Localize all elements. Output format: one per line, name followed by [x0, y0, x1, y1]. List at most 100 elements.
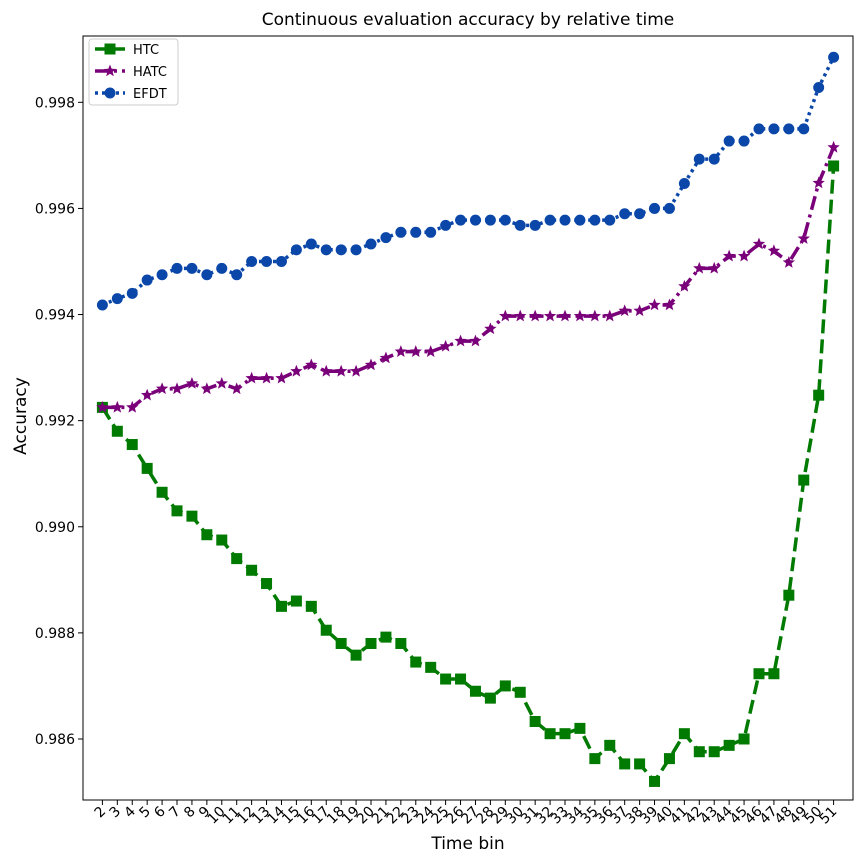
- data-point-hatc: [245, 371, 258, 384]
- data-point-htc: [798, 474, 810, 486]
- data-point-hatc: [469, 334, 482, 347]
- plot-area: 0.986 0.988 0.990 0.992 0.994 0.996 0.998 23456…: [35, 51, 840, 827]
- data-point-efdt: [171, 262, 183, 274]
- data-point-htc: [723, 739, 735, 751]
- data-point-efdt: [634, 208, 646, 220]
- data-point-htc: [275, 600, 287, 612]
- data-point-efdt: [141, 274, 153, 286]
- data-point-efdt: [425, 226, 437, 238]
- data-point-efdt: [126, 287, 138, 299]
- data-point-hatc: [349, 364, 363, 377]
- data-point-efdt: [514, 219, 526, 231]
- data-point-htc: [126, 439, 138, 451]
- data-point-htc: [141, 462, 153, 474]
- data-point-hatc: [364, 358, 378, 371]
- data-point-htc: [768, 668, 780, 680]
- data-point-htc: [440, 673, 452, 685]
- data-point-efdt: [484, 214, 496, 226]
- data-point-hatc: [275, 371, 288, 384]
- x-tick-label: 6: [151, 803, 169, 821]
- data-point-hatc: [693, 261, 706, 274]
- data-point-efdt: [663, 202, 675, 214]
- data-point-hatc: [424, 345, 437, 357]
- data-point-htc: [320, 624, 332, 636]
- data-point-hatc: [648, 298, 661, 311]
- data-point-hatc: [827, 140, 840, 153]
- legend-label: HATC: [133, 65, 167, 80]
- data-point-efdt: [111, 293, 123, 305]
- data-point-htc: [246, 564, 258, 576]
- y-tick-label: 0.994: [35, 308, 75, 324]
- data-point-htc: [290, 595, 302, 607]
- legend-marker: [104, 87, 116, 99]
- data-point-hatc: [573, 309, 587, 322]
- x-tick-label: 3: [107, 804, 125, 822]
- data-point-hatc: [633, 304, 646, 317]
- data-point-hatc: [170, 382, 184, 395]
- data-point-hatc: [140, 388, 154, 401]
- data-point-hatc: [797, 232, 810, 244]
- data-point-hatc: [305, 358, 318, 371]
- data-point-htc: [514, 686, 526, 698]
- y-axis-label: Accuracy: [11, 377, 31, 455]
- data-point-htc: [425, 661, 437, 673]
- series-hatc: [96, 140, 840, 413]
- data-point-htc: [216, 534, 228, 546]
- data-point-hatc: [111, 400, 124, 413]
- data-point-hatc: [320, 364, 333, 377]
- data-point-efdt: [768, 123, 780, 135]
- x-tick-label: 2: [92, 804, 110, 822]
- data-point-efdt: [186, 262, 198, 274]
- data-point-efdt: [290, 244, 302, 256]
- data-point-hatc: [812, 176, 825, 189]
- data-point-efdt: [201, 269, 213, 281]
- data-point-htc: [589, 753, 601, 765]
- data-point-efdt: [216, 262, 228, 274]
- data-point-htc: [544, 728, 556, 740]
- y-tick-label: 0.992: [35, 414, 75, 430]
- data-point-htc: [708, 746, 720, 758]
- data-point-efdt: [246, 255, 258, 267]
- data-point-hatc: [708, 261, 721, 274]
- data-point-htc: [499, 680, 511, 692]
- data-point-efdt: [559, 214, 571, 226]
- legend-item-efdt: EFDT: [95, 87, 167, 102]
- data-point-htc: [649, 775, 661, 787]
- data-point-htc: [484, 692, 496, 704]
- data-point-efdt: [813, 81, 825, 93]
- data-point-htc: [693, 746, 705, 758]
- data-point-efdt: [410, 226, 422, 238]
- data-point-hatc: [260, 371, 273, 384]
- data-point-htc: [455, 673, 467, 685]
- data-point-efdt: [649, 202, 661, 214]
- data-point-efdt: [395, 226, 407, 238]
- data-point-efdt: [544, 214, 556, 226]
- data-point-hatc: [379, 351, 393, 364]
- data-point-hatc: [215, 377, 228, 389]
- data-point-efdt: [335, 244, 347, 256]
- data-point-htc: [231, 553, 243, 565]
- data-point-htc: [156, 486, 168, 498]
- data-point-efdt: [604, 214, 616, 226]
- data-point-htc: [201, 529, 213, 541]
- data-point-hatc: [588, 309, 602, 322]
- data-point-htc: [813, 389, 825, 401]
- x-tick-label: 5: [136, 804, 154, 822]
- data-point-hatc: [394, 345, 408, 357]
- data-point-hatc: [618, 304, 631, 317]
- data-point-hatc: [484, 322, 497, 335]
- data-point-htc: [395, 637, 407, 649]
- data-point-htc: [335, 637, 347, 649]
- plot-frame: [82, 35, 854, 801]
- legend-marker: [103, 64, 117, 77]
- series-efdt: [96, 51, 840, 311]
- data-point-htc: [634, 758, 646, 770]
- data-point-htc: [663, 753, 675, 765]
- y-tick-label: 0.988: [35, 626, 75, 642]
- data-point-efdt: [798, 123, 810, 135]
- data-point-hatc: [767, 244, 781, 257]
- data-point-hatc: [290, 364, 303, 377]
- y-tick-label: 0.996: [35, 201, 75, 217]
- data-point-htc: [828, 160, 840, 172]
